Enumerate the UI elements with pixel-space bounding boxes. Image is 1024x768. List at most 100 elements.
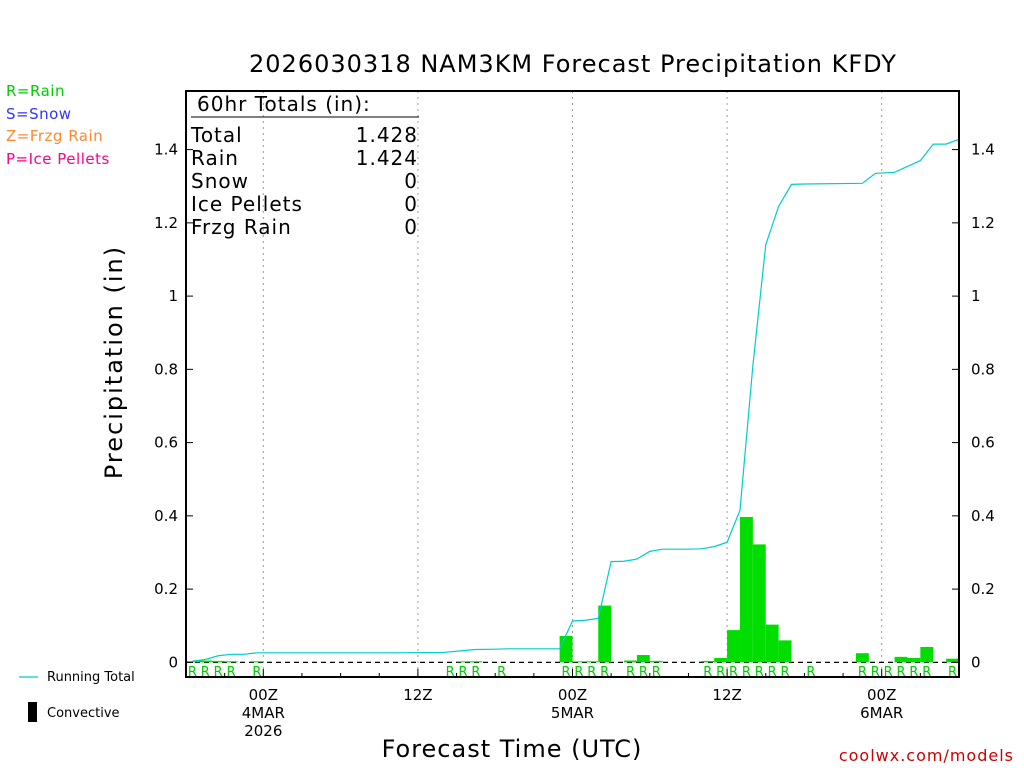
- precip-type-marker: R: [781, 665, 790, 680]
- x-axis-label: Forecast Time (UTC): [381, 735, 643, 763]
- key-snow: S=Snow: [6, 105, 72, 123]
- totals-value: 1.424: [356, 146, 418, 170]
- y-axis-ticks: 0 00.2 0.20.4 0.40.6 0.60.8 0.81 11.2 1.21.4 1.4: [154, 141, 995, 672]
- y-tick-label-left: 0.4: [154, 507, 178, 525]
- precip-bar: [855, 653, 869, 663]
- precip-type-marker: R: [729, 665, 738, 680]
- precip-bar: [456, 661, 470, 663]
- totals-label: Rain: [191, 146, 239, 170]
- precip-type-marker: R: [446, 665, 455, 680]
- precip-type-marker: R: [703, 665, 712, 680]
- x-tick-label: 00Z: [558, 686, 587, 704]
- precip-type-marker: R: [639, 665, 648, 680]
- legend-swatches: [19, 676, 38, 722]
- y-tick-label-right: 0.6: [971, 434, 995, 452]
- totals-label: Ice Pellets: [191, 192, 303, 216]
- y-tick-label-right: 1.2: [971, 214, 995, 232]
- precip-bar: [714, 657, 728, 663]
- totals-label: Total: [190, 123, 243, 147]
- precip-type-marker: R: [626, 665, 635, 680]
- precip-bar: [778, 640, 792, 663]
- precip-bar: [765, 624, 779, 663]
- precip-type-marker: R: [948, 665, 957, 680]
- precip-bar: [649, 660, 663, 663]
- y-tick-label-left: 0.6: [154, 434, 178, 452]
- precip-bar: [920, 646, 934, 663]
- precip-type-marker: R: [587, 665, 596, 680]
- precip-type-marker: R: [252, 665, 261, 680]
- precip-bar: [186, 661, 199, 663]
- x-tick-label: 12Z: [403, 686, 432, 704]
- watermark: coolwx.com/models: [838, 746, 1014, 765]
- y-tick-label-left: 0.2: [154, 580, 178, 598]
- y-tick-label-left: 0.8: [154, 360, 178, 378]
- precip-bar: [559, 635, 573, 663]
- precip-bar: [907, 657, 921, 663]
- precip-bar: [198, 660, 212, 663]
- precip-type-marker: R: [922, 665, 931, 680]
- precip-bar: [211, 660, 225, 663]
- legend-convective-label: Convective: [47, 706, 120, 721]
- precip-type-marker: R: [497, 665, 506, 680]
- key-ice-pellets: P=Ice Pellets: [6, 150, 110, 168]
- precip-bar: [585, 661, 599, 663]
- precip-type-marker: R: [562, 665, 571, 680]
- x-tick-label: 00Z: [867, 686, 896, 704]
- precip-type-marker: R: [652, 665, 661, 680]
- totals-heading: 60hr Totals (in):: [197, 92, 371, 116]
- x-tick-label: 4MAR: [242, 704, 285, 722]
- precip-bars: [186, 516, 959, 663]
- precip-type-marker: R: [188, 665, 197, 680]
- y-tick-label-left: 1.2: [154, 214, 178, 232]
- totals-label: Snow: [191, 169, 249, 193]
- precip-bar: [572, 661, 586, 663]
- totals-value: 0: [404, 169, 418, 193]
- precip-type-marker: R: [858, 665, 867, 680]
- legend-running-total-label: Running Total: [47, 670, 135, 685]
- precip-bar: [946, 658, 959, 663]
- precip-bar: [624, 660, 637, 663]
- precip-type-marker: R: [884, 665, 893, 680]
- y-tick-label-left: 0: [168, 653, 178, 671]
- y-tick-label-left: 1: [168, 287, 178, 305]
- precip-type-marker: R: [897, 665, 906, 680]
- precip-type-marker: R: [755, 665, 764, 680]
- totals-box: 60hr Totals (in): Total 1.428 Rain 1.424 Snow…: [190, 92, 419, 239]
- precip-type-marker: R: [909, 665, 918, 680]
- precip-type-marker: R: [471, 665, 480, 680]
- chart-title: 2026030318 NAM3KM Forecast Precipitation…: [249, 50, 897, 78]
- x-tick-label: 12Z: [712, 686, 741, 704]
- precip-type-marker: R: [201, 665, 210, 680]
- precip-type-marker: R: [716, 665, 725, 680]
- y-tick-label-right: 0.2: [971, 580, 995, 598]
- totals-label: Frzg Rain: [191, 215, 292, 239]
- key-rain: R=Rain: [6, 82, 65, 100]
- convective-swatch: [28, 702, 37, 722]
- precip-bar: [894, 656, 908, 663]
- precip-bar: [250, 661, 264, 663]
- precip-type-marker: R: [806, 665, 815, 680]
- y-tick-label-right: 1: [971, 287, 981, 305]
- y-tick-label-right: 0.4: [971, 507, 995, 525]
- y-tick-label-right: 0.8: [971, 360, 995, 378]
- precip-type-marker: R: [600, 665, 609, 680]
- precip-type-marker: R: [742, 665, 751, 680]
- y-tick-label-right: 0: [971, 653, 981, 671]
- totals-value: 1.428: [356, 123, 418, 147]
- precip-bar: [469, 661, 483, 663]
- x-tick-label: 2026: [244, 722, 282, 740]
- precip-bar: [224, 661, 238, 663]
- precip-type-marker: R: [871, 665, 880, 680]
- y-tick-label-right: 1.4: [971, 141, 995, 159]
- precip-bar: [727, 630, 740, 663]
- precip-bar: [598, 605, 612, 663]
- totals-value: 0: [404, 215, 418, 239]
- precip-bar: [636, 655, 650, 663]
- precip-bar: [739, 516, 753, 663]
- gridlines: [262, 91, 883, 677]
- running-total-line: [192, 138, 960, 662]
- precip-type-marker: R: [458, 665, 467, 680]
